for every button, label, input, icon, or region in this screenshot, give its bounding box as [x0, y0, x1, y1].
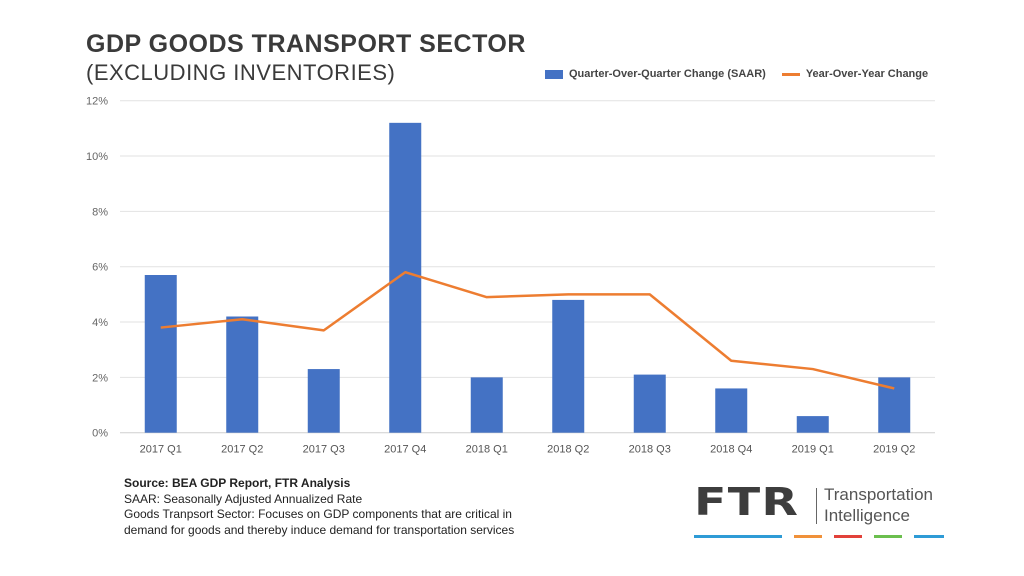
- chart-title: GDP GOODS TRANSPORT SECTOR: [86, 30, 526, 58]
- bar: [470, 377, 503, 433]
- y-tick-label: 4%: [92, 317, 108, 329]
- x-tick-label: 2018 Q4: [710, 444, 752, 456]
- legend: Quarter-Over-Quarter Change (SAAR) Year-…: [545, 68, 928, 80]
- legend-swatch-bar: [545, 69, 563, 79]
- legend-label-yoy: Year-Over-Year Change: [805, 68, 929, 80]
- bar: [226, 316, 259, 433]
- y-tick-label: 0%: [92, 428, 108, 440]
- logo-line-2: Intelligence: [824, 506, 911, 525]
- stripe: [794, 535, 822, 538]
- y-tick-label: 6%: [92, 262, 108, 274]
- legend-label-qoq: Quarter-Over-Quarter Change (SAAR): [569, 68, 766, 80]
- x-tick-label: 2017 Q1: [140, 444, 182, 456]
- bar: [796, 416, 829, 433]
- source-note: Source: BEA GDP Report, FTR Analysis: [124, 476, 351, 490]
- stripe: [914, 535, 944, 538]
- y-tick-label: 2%: [92, 372, 108, 384]
- yoy-line: [160, 270, 895, 390]
- x-tick-label: 2017 Q3: [303, 444, 345, 456]
- y-tick-label: 10%: [86, 151, 108, 163]
- legend-swatch-line: [781, 72, 800, 76]
- x-tick-label: 2018 Q2: [547, 444, 589, 456]
- logo-text: Transportation Intelligence: [824, 484, 933, 526]
- bar: [715, 388, 748, 433]
- bar: [552, 299, 585, 433]
- y-tick-label: 12%: [86, 96, 108, 108]
- bar: [144, 275, 177, 433]
- stripe: [874, 535, 902, 538]
- stripe: [834, 535, 862, 538]
- sector-note-2: demand for goods and thereby induce dema…: [124, 522, 515, 537]
- saar-note: SAAR: Seasonally Adjusted Annualized Rat…: [124, 491, 363, 506]
- logo-line-1: Transportation: [824, 485, 933, 504]
- x-tick-label: 2017 Q2: [221, 444, 263, 456]
- x-tick-label: 2018 Q3: [629, 444, 671, 456]
- logo-separator: [816, 488, 817, 524]
- x-tick-label: 2019 Q1: [792, 444, 834, 456]
- stripe: [694, 535, 782, 538]
- logo-stripes: [694, 535, 944, 538]
- bar: [307, 369, 340, 433]
- notes: Source: BEA GDP Report, FTR Analysis SAA…: [124, 476, 514, 538]
- sector-note-1: Goods Tranpsort Sector: Focuses on GDP c…: [124, 507, 512, 521]
- chart-subtitle: (EXCLUDING INVENTORIES): [86, 60, 396, 85]
- x-tick-label: 2018 Q1: [466, 444, 508, 456]
- y-tick-label: 8%: [92, 206, 108, 218]
- x-tick-label: 2017 Q4: [384, 444, 426, 456]
- bar: [633, 374, 666, 433]
- x-tick-label: 2019 Q2: [873, 444, 915, 456]
- logo-mark: FTR: [694, 480, 800, 524]
- bar: [389, 122, 422, 433]
